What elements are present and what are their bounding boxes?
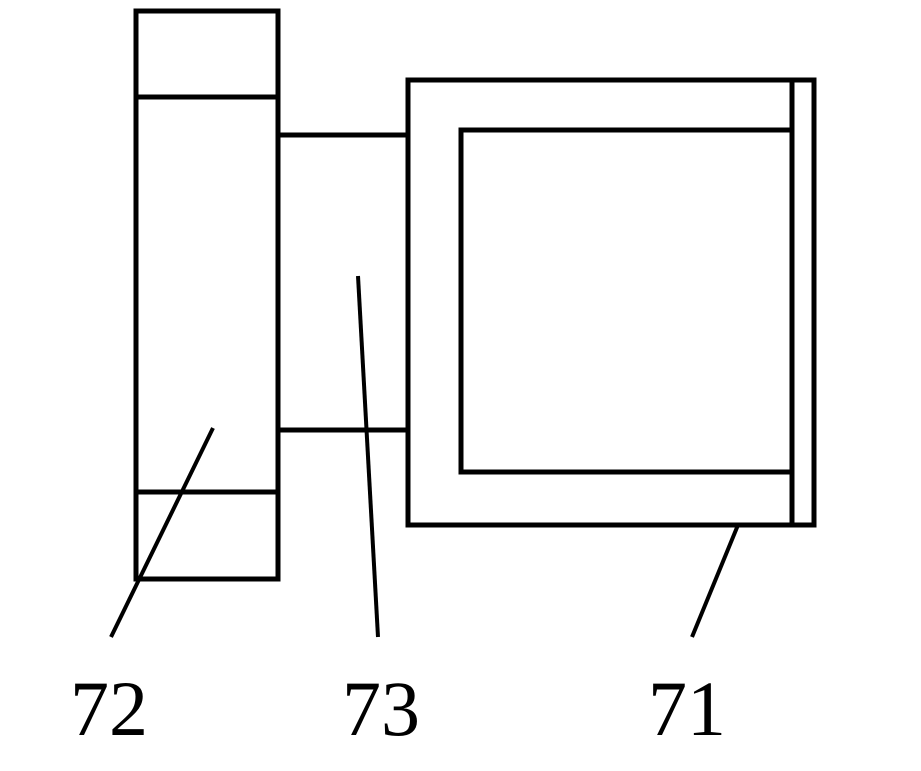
block-71-inner (461, 130, 791, 472)
leader-71 (692, 525, 738, 637)
block-71-outer (408, 80, 814, 525)
label-71: 71 (648, 665, 726, 752)
diagram-canvas: 72 73 71 (0, 0, 921, 771)
leader-73 (358, 276, 378, 637)
leader-72 (111, 428, 213, 637)
label-72: 72 (70, 665, 148, 752)
label-73: 73 (342, 665, 420, 752)
